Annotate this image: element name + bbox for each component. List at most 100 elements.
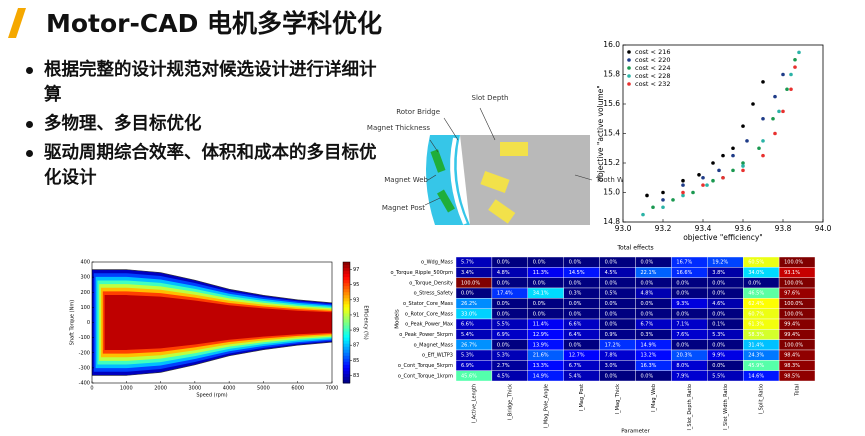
scatter-point — [681, 178, 685, 183]
bullet: 根据完整的设计规范对候选设计进行详细计算 — [22, 58, 382, 108]
cell-label: 93.1% — [784, 270, 800, 276]
cell-label: 0.0% — [605, 373, 618, 379]
row-label: o_Wdg_Mass — [421, 260, 453, 266]
column-label: Total — [795, 384, 801, 397]
cell-label: 0.0% — [748, 280, 761, 286]
colorbar-segment — [343, 370, 350, 375]
cell-label: 0.0% — [641, 280, 654, 286]
cell-label: 8.0% — [676, 363, 689, 369]
cell-label: 0.0% — [533, 301, 546, 307]
y-tick-label: -200 — [79, 350, 90, 356]
colorbar-tick-label: 85 — [353, 358, 359, 364]
y-axis-label: Shaft Torque (Nm) — [70, 300, 76, 345]
cell-label: 100.0% — [784, 280, 803, 286]
colorbar-tick-label: 97 — [353, 267, 359, 273]
y-axis-label: objective "active volume" — [596, 85, 605, 182]
scatter-point — [705, 183, 709, 187]
bullet-list: 根据完整的设计规范对候选设计进行详细计算 多物理、多目标优化 驱动周期综合效率、… — [22, 58, 382, 195]
colorbar-segment — [343, 373, 350, 378]
y-tick-label: 15.8 — [603, 70, 620, 79]
cell-label: 0.0% — [676, 280, 689, 286]
cell-label: 33.0% — [461, 311, 477, 317]
colorbar-segment — [343, 289, 350, 293]
colorbar-frame — [342, 261, 351, 384]
y-tick-label: 16.0 — [603, 40, 620, 49]
scatter-point — [721, 175, 725, 180]
colorbar-segment — [343, 280, 350, 284]
scatter-point — [691, 190, 695, 195]
cell-label: 60.7% — [748, 311, 764, 317]
colorbar-segment — [343, 346, 350, 351]
cell-label: 0.0% — [712, 280, 725, 286]
scatter-point — [771, 116, 775, 121]
cell-label: 17.4% — [497, 291, 513, 297]
cell-label: 6.7% — [641, 322, 654, 328]
y-tick-label: 15.4 — [603, 129, 620, 138]
cell-label: 100.0% — [784, 311, 803, 317]
cell-label: 11.4% — [533, 322, 549, 328]
slot — [500, 142, 528, 156]
cell-label: 0.1% — [712, 322, 725, 328]
y-tick-label: 100 — [80, 305, 90, 311]
motor-diagram — [424, 107, 593, 225]
row-label: o_Cont_Torque_1krpm — [398, 373, 453, 379]
cell-label: 98.4% — [784, 353, 800, 359]
row-label: o_Torque_Density — [409, 280, 453, 286]
cell-label: 0.0% — [533, 280, 546, 286]
cell-label: 4.5% — [497, 373, 510, 379]
cell-label: 26.2% — [461, 301, 477, 307]
cell-label: 0.0% — [712, 363, 725, 369]
cell-label: 100.0% — [461, 280, 480, 286]
scatter-point — [741, 124, 745, 128]
cell-label: 98.3% — [784, 363, 800, 369]
slide-title: Motor-CAD 电机多学科优化 — [46, 9, 383, 38]
y-tick-label: -400 — [79, 381, 90, 387]
cell-label: 4.8% — [641, 291, 654, 297]
scatter-point — [701, 175, 705, 180]
row-label: o_Peak_Power_Max — [405, 322, 453, 328]
colorbar-segment — [343, 355, 350, 360]
column-label: l_Mag_Web — [651, 384, 657, 412]
torque-envelope — [92, 269, 333, 304]
colorbar-segment — [343, 361, 350, 366]
diagram-label: Magnet Post — [382, 204, 425, 212]
cell-label: 9.9% — [712, 353, 725, 359]
cell-label: 99.4% — [784, 332, 800, 338]
scatter-point — [681, 190, 685, 195]
cell-label: 99.4% — [784, 322, 800, 328]
row-label: o_Magnet_Mass — [414, 342, 454, 348]
row-label: o_Peak_Power_5krpm — [399, 332, 453, 338]
scatter-point — [781, 72, 785, 77]
colorbar-tick-label: 95 — [353, 282, 359, 288]
scatter-point — [793, 57, 797, 62]
y-tick-label: -100 — [79, 335, 90, 341]
cell-label: 7.9% — [676, 373, 689, 379]
cell-label: 7.8% — [605, 353, 618, 359]
cell-label: 0.0% — [712, 342, 725, 348]
y-tick-label: -300 — [79, 365, 90, 371]
x-tick-label: 5000 — [257, 386, 270, 392]
colorbar-tick-label: 87 — [353, 343, 359, 349]
x-tick-label: 4000 — [223, 386, 236, 392]
cell-label: 0.0% — [676, 291, 689, 297]
scatter-point — [761, 139, 765, 143]
y-tick-label: 15.6 — [603, 99, 620, 108]
magnet — [437, 189, 455, 213]
scatter-point — [761, 116, 765, 121]
scatter-point — [731, 146, 735, 151]
cell-label: 5.5% — [497, 322, 510, 328]
diagram-label: Slot Depth — [472, 94, 509, 102]
colorbar-segment — [343, 343, 350, 348]
cell-label: 6.6% — [461, 322, 474, 328]
cell-label: 14.5% — [569, 270, 585, 276]
y-axis-label: Models — [395, 309, 401, 329]
cell-label: 45.6% — [461, 373, 477, 379]
diagram-label: Magnet Web — [384, 176, 428, 184]
legend-marker — [627, 74, 631, 78]
legend-marker — [627, 58, 631, 62]
scatter-point — [789, 87, 793, 92]
scatter-point — [697, 173, 701, 177]
cell-label: 0.0% — [497, 280, 510, 286]
colorbar-segment — [343, 298, 350, 302]
y-tick-label: 0 — [87, 320, 90, 326]
